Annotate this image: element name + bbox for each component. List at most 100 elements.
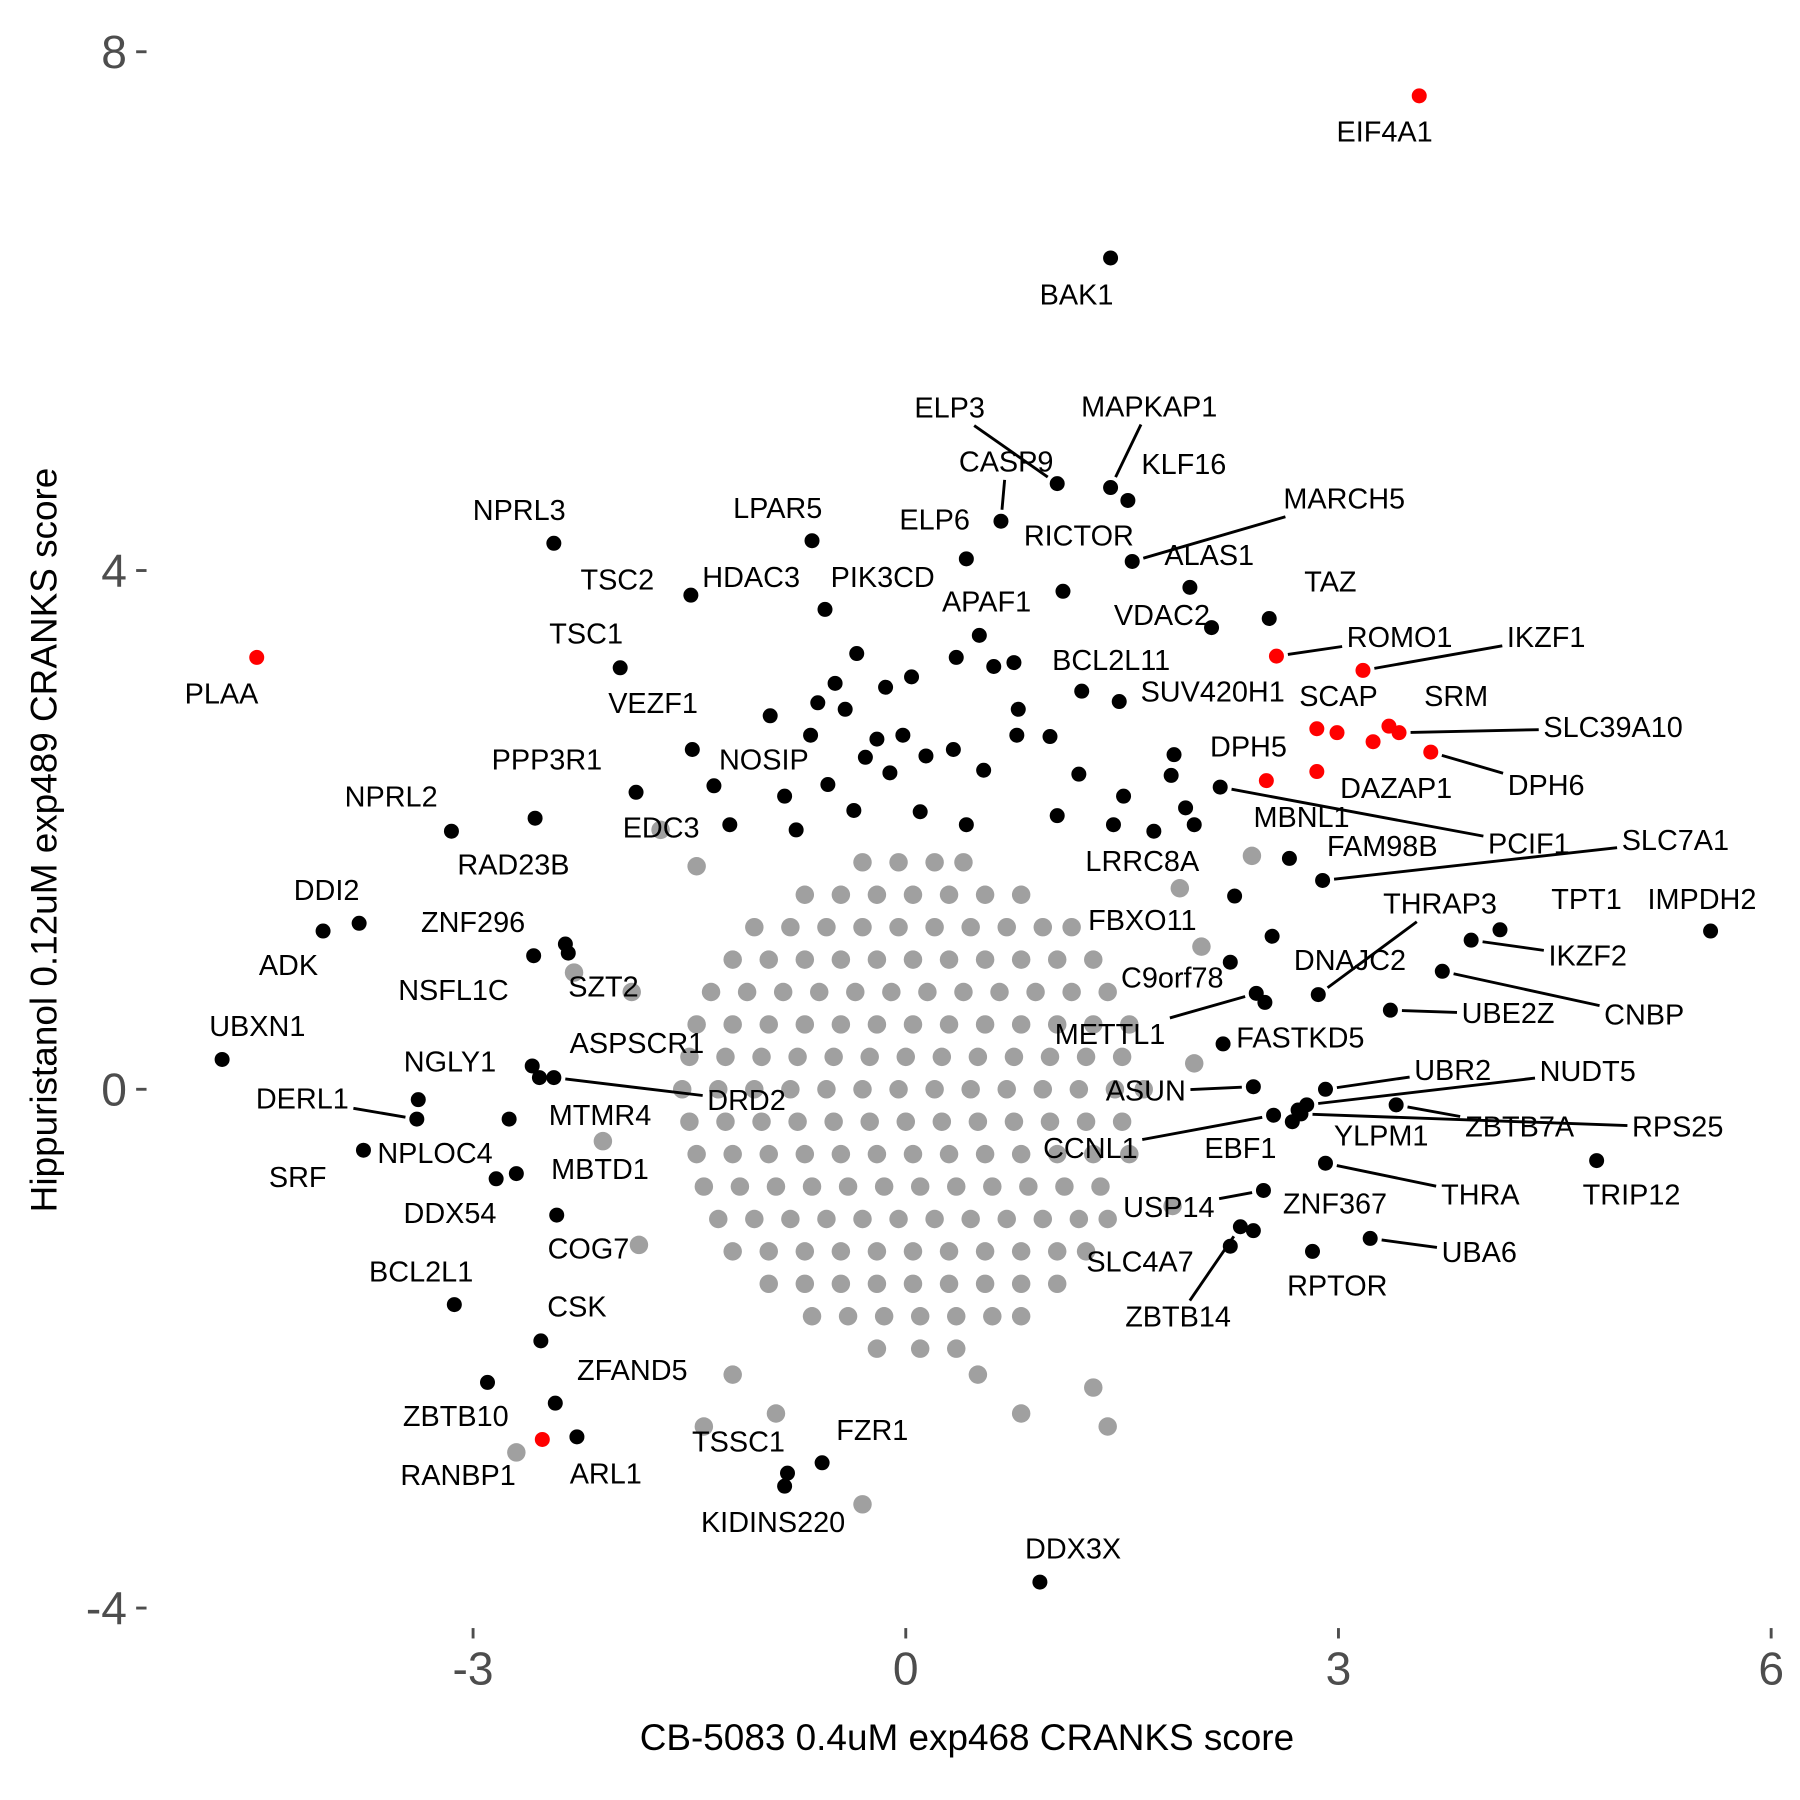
highlight-point (895, 727, 911, 743)
background-point (824, 1047, 843, 1067)
highlight-point (869, 731, 885, 747)
point-label: DDX54 (404, 1198, 497, 1230)
point-label: BAK1 (1040, 279, 1114, 311)
background-point (853, 1495, 872, 1514)
background-point (961, 1209, 980, 1229)
point-label: VDAC2 (1114, 600, 1210, 632)
highlight-point (546, 1070, 562, 1086)
highlight-point (878, 679, 894, 695)
highlight-point (249, 649, 265, 665)
point-label: PLAA (185, 679, 259, 711)
background-point (766, 1177, 786, 1196)
background-point (716, 1112, 735, 1131)
leader-line (1441, 753, 1504, 775)
background-point (1011, 950, 1031, 969)
highlight-point (857, 749, 873, 765)
background-point (759, 1015, 778, 1034)
highlight-point (976, 762, 992, 778)
background-point (622, 982, 641, 1002)
y-axis-title: Hippuristanol 0.12uM exp489 CRANKS score (23, 468, 64, 1213)
background-point (954, 982, 973, 1002)
point-label: ELP6 (899, 504, 970, 536)
highlight-point (971, 627, 987, 643)
background-point (759, 1274, 778, 1294)
background-point (1192, 937, 1211, 956)
background-point (1004, 1112, 1024, 1131)
background-point (781, 1209, 800, 1229)
background-point (1091, 1177, 1110, 1196)
background-point (925, 1080, 944, 1099)
highlight-point (1120, 492, 1136, 508)
background-point (1011, 1404, 1031, 1423)
background-point (889, 1080, 908, 1099)
background-point (629, 1235, 649, 1255)
background-point (1242, 846, 1262, 866)
background-point (889, 853, 908, 872)
highlight-point (547, 1395, 563, 1411)
background-point (860, 1047, 879, 1067)
point-label: TSC1 (549, 619, 623, 651)
background-point (781, 1080, 800, 1099)
highlight-point (443, 823, 459, 839)
highlight-point (993, 513, 1009, 529)
leader-line (1188, 1235, 1236, 1302)
background-point (838, 1307, 858, 1326)
highlight-point (1163, 767, 1179, 783)
background-point (709, 1080, 728, 1099)
leader-line (1410, 728, 1539, 734)
highlight-point (1266, 1107, 1282, 1123)
background-point (975, 1144, 995, 1164)
background-point (1011, 1144, 1031, 1164)
background-point (867, 1242, 887, 1261)
point-label: IKZF2 (1548, 941, 1627, 973)
background-point (1040, 1112, 1060, 1131)
point-label: ASUN (1106, 1076, 1186, 1108)
leader-line (1318, 1076, 1536, 1105)
point-label: VEZF1 (608, 688, 698, 720)
background-point (687, 1015, 706, 1034)
highlight-point (355, 1142, 371, 1158)
background-point (947, 1339, 966, 1358)
leader-line (1142, 515, 1286, 560)
background-point (882, 982, 901, 1002)
highlight-point (1204, 620, 1220, 636)
y-tick-label: 4 (101, 545, 127, 597)
point-label: UBE2Z (1462, 998, 1555, 1030)
background-point (867, 1339, 887, 1358)
background-point (853, 1080, 872, 1099)
background-point (788, 1047, 807, 1067)
highlight-point (780, 1465, 795, 1481)
point-label: BCL2L1 (369, 1257, 473, 1289)
highlight-point (1305, 1243, 1320, 1259)
background-point (1019, 1177, 1038, 1196)
background-point (1112, 1047, 1132, 1067)
background-point (831, 1242, 851, 1261)
highlight-point (214, 1051, 230, 1067)
highlight-point (814, 1455, 830, 1471)
leader-line (973, 424, 1049, 479)
background-point (831, 1274, 851, 1294)
background-point (507, 1443, 526, 1462)
x-tick-label: -3 (453, 1642, 494, 1694)
point-label: TSSC1 (692, 1426, 785, 1458)
background-point (1069, 1080, 1089, 1099)
highlight-point (1268, 648, 1284, 664)
point-label: NSFL1C (398, 975, 509, 1007)
point-label: SRF (269, 1162, 327, 1194)
background-point (925, 853, 944, 872)
point-label: EIF4A1 (1337, 117, 1433, 149)
highlight-point (1146, 823, 1162, 839)
background-point (903, 885, 923, 904)
highlight-point (1492, 922, 1508, 938)
background-point (1062, 982, 1081, 1002)
highlight-point (777, 788, 793, 804)
leader-line (1169, 995, 1246, 1020)
background-point (1011, 1307, 1031, 1326)
background-point (745, 1080, 764, 1099)
y-tick-label: -4 (86, 1582, 127, 1634)
background-point (1084, 1378, 1103, 1397)
point-label: YLPM1 (1334, 1121, 1429, 1153)
highlight-point (534, 1431, 550, 1447)
highlight-point (683, 587, 699, 603)
background-point (925, 1209, 944, 1229)
